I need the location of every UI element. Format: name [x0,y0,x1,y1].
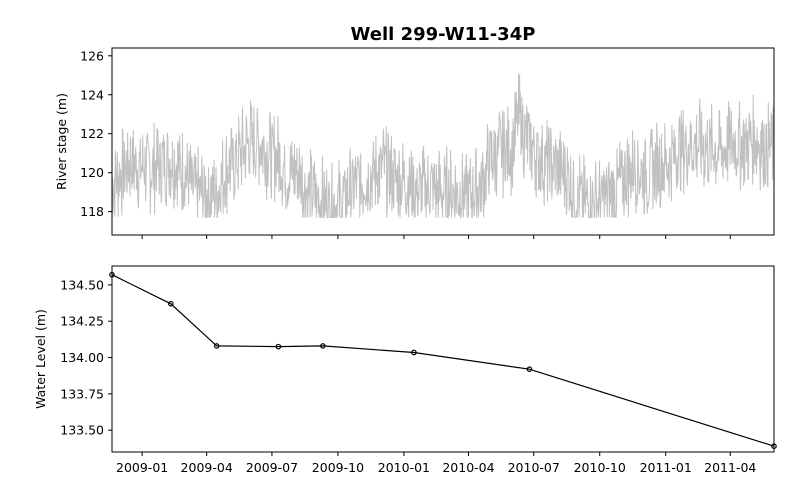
y-tick-label: 134.25 [60,314,104,329]
water-level-point [168,300,174,307]
water-level-line [111,274,775,447]
water-level-plot-frame [111,265,775,453]
water-level-point [526,366,533,372]
y-tick-label: 120 [80,165,104,180]
water-level-series [109,271,777,449]
water-level-y-axis: 133.50 133.75 134.00 134.25 134.50 [60,277,112,438]
x-tick-label: 2010-01 [378,460,430,475]
river-stage-y-axis: 118 120 122 124 126 [80,48,112,219]
y-tick-label: 134.50 [60,277,104,292]
chart-title: Well 299-W11-34P [351,24,536,45]
y-tick-label: 118 [80,204,104,219]
y-tick-label: 134.00 [60,350,104,365]
y-tick-label: 126 [80,48,104,63]
x-tick-label: 2011-04 [704,460,756,475]
water-level-point [320,343,326,349]
water-level-point [411,349,417,356]
river-stage-line [111,73,775,219]
river-stage-x-ticks [141,235,731,239]
water-level-x-axis: 2009-01 2009-04 2009-07 2009-10 2010-01 2010-… [116,452,756,475]
river-stage-panel: 118 120 122 124 126 River stage (m) [54,47,775,239]
x-tick-label: 2009-04 [181,460,233,475]
y-tick-label: 122 [80,126,104,141]
river-stage-series [111,73,775,219]
x-tick-label: 2009-07 [246,460,298,475]
x-tick-label: 2010-04 [442,460,494,475]
water-level-point [213,343,220,349]
x-tick-label: 2010-07 [508,460,560,475]
water-level-point [275,343,282,350]
x-tick-label: 2011-01 [640,460,692,475]
y-tick-label: 133.50 [60,423,104,438]
x-tick-label: 2010-10 [574,460,626,475]
river-stage-y-label: River stage (m) [54,93,69,190]
river-stage-plot-frame [111,47,775,236]
y-tick-label: 133.75 [60,386,104,401]
water-level-y-label: Water Level (m) [33,309,48,409]
x-tick-label: 2009-10 [312,460,364,475]
y-tick-label: 124 [80,87,104,102]
x-tick-label: 2009-01 [116,460,168,475]
